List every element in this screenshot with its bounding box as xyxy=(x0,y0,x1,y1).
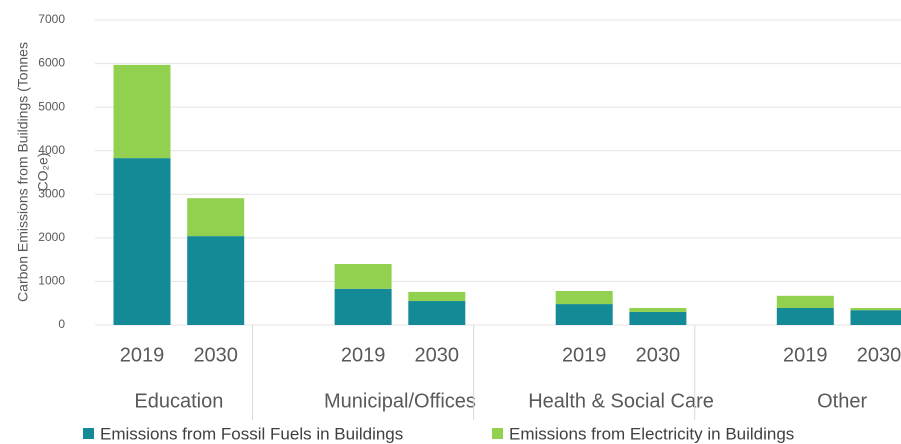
bar-segment xyxy=(113,158,171,325)
x-tick-label: 2030 xyxy=(857,344,901,366)
bar-segment xyxy=(629,311,687,325)
y-tick-label: 6000 xyxy=(38,56,65,70)
bar-segment xyxy=(334,288,392,325)
bar-segment xyxy=(555,291,613,305)
bar-segment xyxy=(187,236,245,325)
group-label: Other xyxy=(817,390,867,412)
y-tick-label: 3000 xyxy=(38,186,65,200)
bar-segment xyxy=(555,304,613,325)
group-label: Education xyxy=(134,390,223,412)
bar-segment xyxy=(850,308,901,311)
y-tick-label: 7000 xyxy=(38,12,65,26)
legend-label: Emissions from Electricity in Buildings xyxy=(509,424,794,443)
x-tick-label: 2019 xyxy=(783,344,828,366)
bar-segment xyxy=(408,301,466,325)
bar-segment xyxy=(850,310,901,325)
bar-segment xyxy=(776,295,834,309)
x-tick-label: 2030 xyxy=(415,344,460,366)
group-label: Municipal/Offices xyxy=(324,390,476,412)
x-tick-label: 2030 xyxy=(636,344,681,366)
bar-segment xyxy=(113,64,171,159)
y-tick-label: 4000 xyxy=(38,143,65,157)
group-label: Health & Social Care xyxy=(528,390,714,412)
bar-segment xyxy=(187,198,245,237)
x-tick-label: 2019 xyxy=(120,344,165,366)
y-axis-label-line: CO₂e) xyxy=(35,153,51,192)
y-tick-label: 5000 xyxy=(38,99,65,113)
y-tick-label: 0 xyxy=(58,317,65,331)
bar-segment xyxy=(408,291,466,302)
x-tick-label: 2019 xyxy=(562,344,607,366)
legend-swatch xyxy=(492,428,503,439)
y-tick-label: 1000 xyxy=(38,274,65,288)
x-tick-label: 2019 xyxy=(341,344,386,366)
legend-label: Emissions from Fossil Fuels in Buildings xyxy=(100,424,403,443)
y-axis-label-line: Carbon Emissions from Buildings (Tonnes xyxy=(15,42,31,302)
y-tick-label: 2000 xyxy=(38,230,65,244)
y-axis-label: Carbon Emissions from Buildings (Tonnes … xyxy=(15,42,51,302)
bar-segment xyxy=(629,308,687,312)
legend-swatch xyxy=(83,428,94,439)
bar-segment xyxy=(334,264,392,289)
x-tick-label: 2030 xyxy=(193,344,238,366)
bar-segment xyxy=(776,308,834,325)
